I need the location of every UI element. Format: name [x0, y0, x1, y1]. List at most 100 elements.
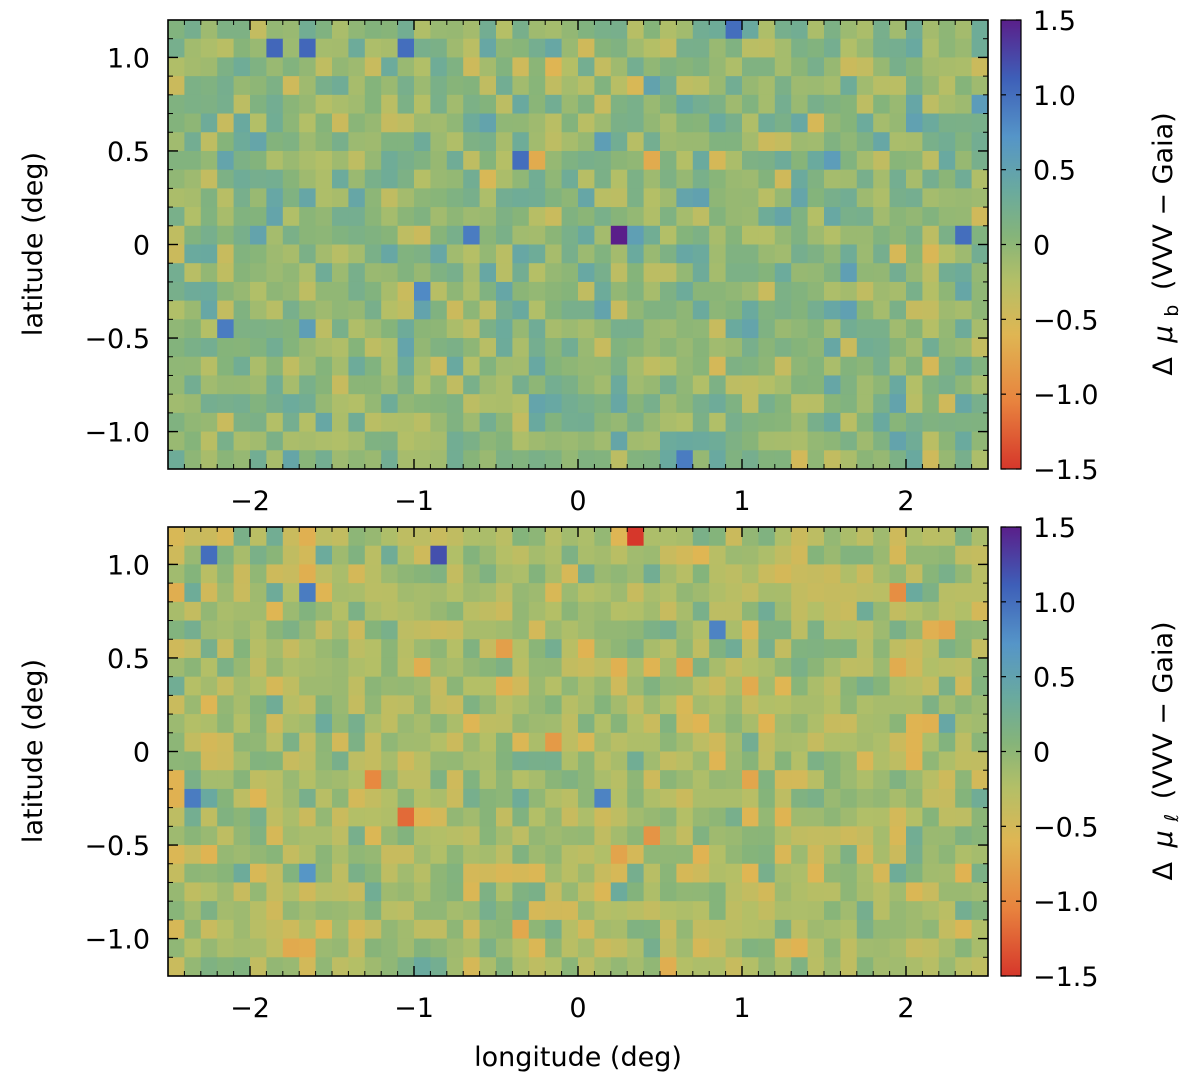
heatmap-cell — [381, 601, 399, 622]
heatmap-cell — [430, 94, 448, 115]
heatmap-cell — [217, 751, 235, 771]
heatmap-cell — [791, 564, 809, 584]
heatmap-cell — [824, 169, 841, 189]
heatmap-cell — [594, 601, 612, 622]
heatmap-cell — [299, 300, 317, 320]
heatmap-cell — [889, 338, 907, 358]
heatmap-cell — [676, 695, 694, 715]
heatmap-cell — [479, 169, 497, 189]
heatmap-cell — [233, 431, 251, 451]
heatmap-cell — [774, 225, 792, 245]
heatmap-cell — [496, 356, 513, 376]
heatmap-cell — [955, 38, 973, 58]
heatmap-cell — [627, 94, 645, 115]
heatmap-cell — [774, 826, 792, 846]
heatmap-cell — [725, 76, 743, 96]
heatmap-cell — [840, 450, 858, 470]
heatmap-cell — [512, 863, 530, 883]
heatmap-cell — [561, 919, 579, 940]
heatmap-cell — [840, 94, 858, 115]
heatmap-cell — [397, 244, 415, 264]
heatmap-cell — [627, 300, 645, 320]
heatmap-cell — [332, 338, 349, 358]
heatmap-cell — [200, 375, 218, 395]
heatmap-cell — [807, 188, 825, 208]
heatmap-cell — [315, 639, 333, 659]
heatmap-cell — [856, 319, 874, 339]
heatmap-cell — [971, 338, 989, 358]
heatmap-cell — [692, 732, 710, 752]
y-ticks-top: 1.00.50−0.5−1.0 — [84, 43, 988, 449]
heatmap-cell — [430, 545, 448, 565]
heatmap-cell — [971, 263, 989, 283]
heatmap-cell — [479, 957, 497, 977]
heatmap-cell — [889, 300, 907, 320]
heatmap-cell — [332, 601, 349, 622]
heatmap-cell — [397, 188, 415, 208]
heatmap-cell — [709, 113, 727, 133]
heatmap-cell — [528, 863, 546, 883]
heatmap-cell — [594, 751, 612, 771]
heatmap-cell — [840, 938, 858, 958]
heatmap-cell — [971, 620, 989, 640]
heatmap-cell — [348, 639, 366, 659]
heatmap-cell — [233, 356, 251, 376]
heatmap-cell — [824, 57, 841, 77]
heatmap-cell — [692, 113, 710, 133]
heatmap-cell — [643, 770, 661, 790]
heatmap-cell — [758, 38, 776, 58]
heatmap-cell — [168, 714, 185, 734]
heatmap-cell — [578, 319, 595, 339]
heatmap-cell — [414, 20, 431, 40]
heatmap-cell — [561, 132, 579, 152]
heatmap-cell — [446, 545, 464, 565]
heatmap-cell — [660, 94, 677, 115]
heatmap-cell — [233, 714, 251, 734]
heatmap-cell — [873, 244, 891, 264]
heatmap-cell — [660, 113, 677, 133]
heatmap-cell — [233, 263, 251, 283]
heatmap-cell — [364, 263, 382, 283]
heatmap-cell — [266, 94, 284, 115]
heatmap-cell — [430, 620, 448, 640]
heatmap-cell — [856, 545, 874, 565]
heatmap-cell — [348, 207, 366, 227]
heatmap-cell — [315, 57, 333, 77]
heatmap-cell — [578, 169, 595, 189]
heatmap-cell — [266, 207, 284, 227]
heatmap-cell — [610, 244, 628, 264]
heatmap-cell — [200, 657, 218, 678]
heatmap-cell — [889, 356, 907, 376]
heatmap-cell — [266, 169, 284, 189]
heatmap-cell — [824, 564, 841, 584]
heatmap-cell — [282, 919, 300, 940]
heatmap-cell — [889, 207, 907, 227]
heatmap-cell — [430, 901, 448, 921]
heatmap-cell — [233, 807, 251, 827]
heatmap-cell — [512, 583, 530, 603]
heatmap-cell — [889, 263, 907, 283]
heatmap-cell — [430, 732, 448, 752]
heatmap-cell — [807, 639, 825, 659]
heatmap-cell — [545, 225, 563, 245]
heatmap-cell — [200, 863, 218, 883]
heatmap-cell — [938, 732, 956, 752]
heatmap-cell — [922, 188, 940, 208]
heatmap-cell — [315, 394, 333, 414]
heatmap-cell — [955, 319, 973, 339]
heatmap-cell — [299, 639, 317, 659]
heatmap-cell — [873, 319, 891, 339]
heatmap-cell — [397, 38, 415, 58]
heatmap-cell — [594, 20, 612, 40]
heatmap-cell — [217, 263, 235, 283]
heatmap-cell — [200, 807, 218, 827]
heatmap-cell — [348, 751, 366, 771]
heatmap-cell — [578, 714, 595, 734]
heatmap-cell — [496, 281, 513, 302]
heatmap-cell — [414, 770, 431, 790]
heatmap-cell — [840, 564, 858, 584]
heatmap-cell — [692, 281, 710, 302]
heatmap-cell — [955, 375, 973, 395]
heatmap-cell — [299, 207, 317, 227]
heatmap-cell — [381, 76, 399, 96]
